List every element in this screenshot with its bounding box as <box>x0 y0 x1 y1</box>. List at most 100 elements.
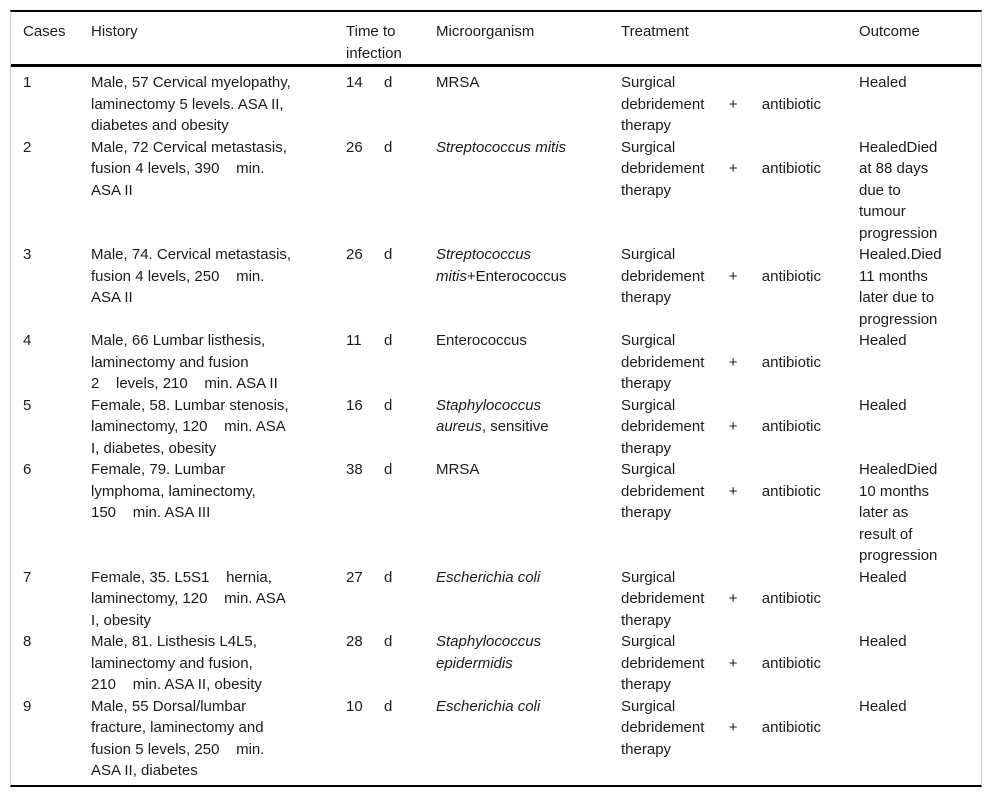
column-header-history: History <box>91 23 138 40</box>
column-header-cases: Cases <box>23 23 66 40</box>
treatment-word: debridement <box>621 654 705 672</box>
microorganism-name: Staphylococcus epidermidis <box>436 633 542 672</box>
cell-outcome: Healed <box>859 697 907 715</box>
cell-history: Male, 55 Dorsal/lumbar fracture, laminec… <box>91 697 265 780</box>
treatment-word: debridement <box>621 267 705 285</box>
treatment-line-1: Surgical <box>621 396 676 414</box>
cell-history: Male, 66 Lumbar listhesis, laminectomy a… <box>91 332 278 392</box>
microorganism-name: Escherichia coli <box>436 697 541 715</box>
treatment-word: antibiotic <box>761 418 821 435</box>
treatment-line-3: therapy <box>621 504 672 521</box>
table-row: 5 Female, 58. Lumbar stenosis, laminectom… <box>11 395 981 460</box>
cell-history: Male, 72 Cervical metastasis, fusion 4 l… <box>91 138 287 199</box>
cell-outcome: Healed <box>859 332 907 349</box>
column-header-time-to-infection-label: Time to infection <box>346 23 402 62</box>
table-body: 1 Male, 57 Cervical myelopathy, laminecto… <box>11 67 981 785</box>
time-value: 28 <box>346 633 363 650</box>
cell-time-to-infection: 38 d <box>346 459 436 567</box>
cell-case-number: 2 <box>23 138 32 156</box>
time-unit: d <box>384 246 393 263</box>
treatment-line-1: Surgical <box>621 461 676 478</box>
microorganism-extra: +Enterococcus <box>466 267 567 285</box>
treatment-word: + <box>728 482 738 500</box>
treatment-word: debridement <box>621 719 705 736</box>
treatment-line-3: therapy <box>621 740 672 758</box>
treatment-word: antibiotic <box>761 267 821 285</box>
time-value: 38 <box>346 461 363 478</box>
table-row: 1 Male, 57 Cervical myelopathy, laminecto… <box>11 72 981 137</box>
treatment-line-3: therapy <box>621 289 672 306</box>
cell-outcome: Healed <box>859 74 907 91</box>
time-unit: d <box>384 396 393 414</box>
cell-case-number: 1 <box>23 74 32 91</box>
cell-time-to-infection: 16 d <box>346 395 436 460</box>
treatment-line-2: debridement + antibiotic <box>621 588 821 610</box>
treatment-word: antibiotic <box>761 482 821 500</box>
time-unit: d <box>384 138 393 156</box>
cell-treatment: Surgical debridement + antibiotic therapy <box>621 72 859 137</box>
cell-microorganism: Staphylococcus epidermidis <box>436 631 621 696</box>
cell-treatment: Surgical debridement + antibiotic therapy <box>621 567 859 632</box>
cell-treatment: Surgical debridement + antibiotic therapy <box>621 244 859 330</box>
cell-history: Male, 57 Cervical myelopathy, laminectom… <box>91 74 291 134</box>
cell-outcome: Healed.Died 11 months later due to progr… <box>859 246 942 328</box>
microorganism-extra: Enterococcus <box>436 332 527 349</box>
cell-treatment: Surgical debridement + antibiotic therapy <box>621 631 859 696</box>
microorganism-extra: MRSA <box>436 74 480 91</box>
treatment-word: + <box>728 353 738 371</box>
treatment-line-2: debridement + antibiotic <box>621 481 821 503</box>
cell-outcome: Healed <box>859 633 907 650</box>
table-row: 9 Male, 55 Dorsal/lumbar fracture, lamine… <box>11 696 981 782</box>
treatment-word: debridement <box>621 160 705 177</box>
time-unit: d <box>384 74 393 91</box>
time-value: 26 <box>346 138 363 156</box>
treatment-line-3: therapy <box>621 375 672 392</box>
time-value: 26 <box>346 246 363 263</box>
table-row: 3 Male, 74. Cervical metastasis, fusion 4… <box>11 244 981 330</box>
time-value: 27 <box>346 568 363 586</box>
cell-time-to-infection: 14 d <box>346 72 436 137</box>
treatment-line-1: Surgical <box>621 633 676 650</box>
cell-case-number: 6 <box>23 461 32 478</box>
time-value: 10 <box>346 697 363 715</box>
treatment-line-2: debridement + antibiotic <box>621 416 821 438</box>
column-header-outcome: Outcome <box>859 23 920 40</box>
treatment-word: debridement <box>621 95 705 113</box>
treatment-line-1: Surgical <box>621 568 676 586</box>
column-header-microorganism: Microorganism <box>436 23 535 40</box>
cell-treatment: Surgical debridement + antibiotic therapy <box>621 137 859 245</box>
case-table: Cases History Time to infection Microorg… <box>10 10 982 787</box>
table-row: 4 Male, 66 Lumbar listhesis, laminectomy … <box>11 330 981 395</box>
time-unit: d <box>384 461 393 478</box>
treatment-line-3: therapy <box>621 117 672 134</box>
cell-treatment: Surgical debridement + antibiotic therapy <box>621 696 859 782</box>
cell-microorganism: MRSA <box>436 459 621 567</box>
treatment-word: antibiotic <box>761 590 821 607</box>
cell-case-number: 5 <box>23 396 32 414</box>
treatment-line-2: debridement + antibiotic <box>621 717 821 739</box>
cell-history: Male, 74. Cervical metastasis, fusion 4 … <box>91 246 292 306</box>
cell-history: Female, 79. Lumbar lymphoma, laminectomy… <box>91 461 256 521</box>
cell-microorganism: Staphylococcus aureus, sensitive <box>436 395 621 460</box>
time-unit: d <box>384 332 393 349</box>
time-value: 16 <box>346 396 363 414</box>
treatment-word: debridement <box>621 418 705 435</box>
cell-outcome: HealedDied 10 months later as result of … <box>859 461 938 564</box>
cell-history: Male, 81. Listhesis L4L5, laminectomy an… <box>91 633 262 693</box>
cell-case-number: 4 <box>23 332 32 349</box>
treatment-word: debridement <box>621 590 705 607</box>
cell-time-to-infection: 26 d <box>346 137 436 245</box>
treatment-word: + <box>728 418 738 435</box>
cell-history: Female, 58. Lumbar stenosis, laminectomy… <box>91 396 289 457</box>
cell-microorganism: Streptococcus mitis <box>436 137 621 245</box>
treatment-line-2: debridement + antibiotic <box>621 94 821 116</box>
cell-microorganism: Escherichia coli <box>436 696 621 782</box>
treatment-line-1: Surgical <box>621 332 676 349</box>
treatment-line-1: Surgical <box>621 138 676 156</box>
time-unit: d <box>384 697 393 715</box>
time-unit: d <box>384 568 393 586</box>
treatment-word: antibiotic <box>761 160 821 177</box>
treatment-word: + <box>728 654 738 672</box>
column-header-treatment: Treatment <box>621 23 689 40</box>
